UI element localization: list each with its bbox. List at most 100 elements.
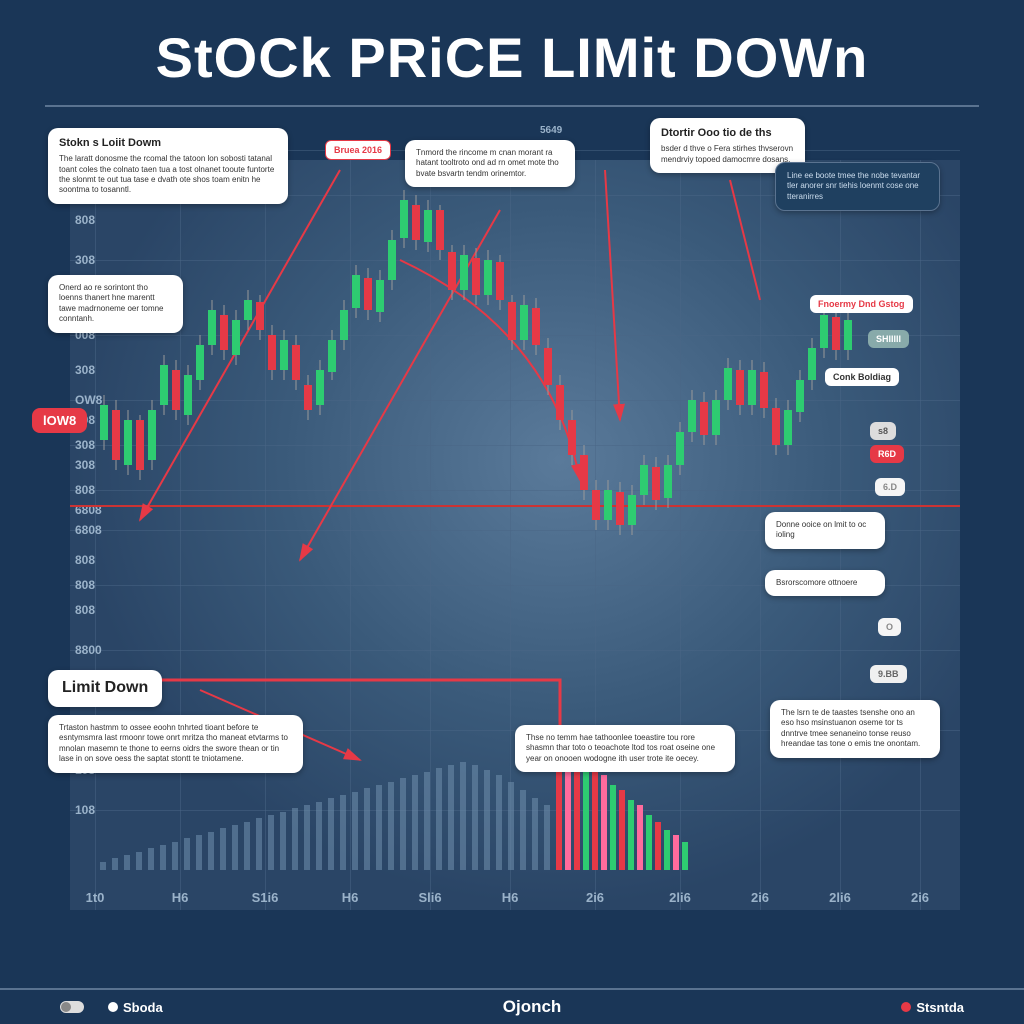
footer-stsntda[interactable]: Stsntda bbox=[901, 1000, 964, 1015]
volume-bar bbox=[256, 818, 262, 870]
ylabel: 308 bbox=[75, 363, 95, 377]
badge-sh1: SHIIIII bbox=[868, 330, 909, 348]
volume-bar bbox=[628, 800, 634, 870]
ylabel: 308 bbox=[75, 438, 95, 452]
volume-bar bbox=[244, 822, 250, 870]
ylabel: 808 bbox=[75, 603, 95, 617]
volume-bar bbox=[601, 775, 607, 870]
badge-sig: Fnoermy Dnd Gstog bbox=[810, 295, 913, 313]
badge-low8: lOW8 bbox=[32, 408, 87, 433]
ylabel: OW8 bbox=[75, 393, 102, 407]
volume-bar bbox=[220, 828, 226, 870]
xlabel: 1t0 bbox=[86, 890, 105, 905]
page-title: StOCk PRiCE LIMit DOWn bbox=[0, 0, 1024, 105]
badge-cork: Conk Boldiag bbox=[825, 368, 899, 386]
xlabel: 2i6 bbox=[751, 890, 769, 905]
badge-g4: O bbox=[878, 618, 901, 636]
volume-bar bbox=[520, 790, 526, 870]
callout-c10: Trtaston hastmm to ossee eoohn tnhrted t… bbox=[48, 715, 303, 773]
volume-bar bbox=[484, 770, 490, 870]
volume-bar bbox=[646, 815, 652, 870]
volume-bar bbox=[184, 838, 190, 870]
volume-bar bbox=[172, 842, 178, 870]
volume-bar bbox=[673, 835, 679, 870]
baseline bbox=[70, 505, 960, 507]
limit-down-label: Limit Down bbox=[48, 670, 162, 707]
footer-dot-1 bbox=[108, 1002, 118, 1012]
xlabel: 2li6 bbox=[829, 890, 851, 905]
volume-bar bbox=[532, 798, 538, 870]
badge-g1: s8 bbox=[870, 422, 896, 440]
ylabel: 808 bbox=[75, 553, 95, 567]
callout-c9: Thse no temm hae tathoonlee toeastire to… bbox=[515, 725, 735, 772]
volume-bar bbox=[472, 765, 478, 870]
volume-bar bbox=[436, 768, 442, 870]
callout-c1: Stokn s Loiit DowmThe laratt donosme the… bbox=[48, 128, 288, 204]
volume-bar bbox=[148, 848, 154, 870]
volume-bar bbox=[448, 765, 454, 870]
badge-g3: 6.D bbox=[875, 478, 905, 496]
volume-bar bbox=[496, 775, 502, 870]
volume-bar bbox=[352, 792, 358, 870]
xlabel: 2li6 bbox=[669, 890, 691, 905]
volume-bar bbox=[340, 795, 346, 870]
callout-c7: Bsrorscomore ottnoere bbox=[765, 570, 885, 596]
volume-bar bbox=[160, 845, 166, 870]
volume-bar bbox=[280, 812, 286, 870]
volume-bar bbox=[136, 852, 142, 870]
volume-bar bbox=[196, 835, 202, 870]
ylabel: 308 bbox=[75, 458, 95, 472]
footer-dot-2 bbox=[901, 1002, 911, 1012]
badge-g5: 9.BB bbox=[870, 665, 907, 683]
volume-bar bbox=[544, 805, 550, 870]
volume-bar bbox=[316, 802, 322, 870]
callout-c8: The lsrn te de taastes tsenshe ono an es… bbox=[770, 700, 940, 758]
volume-bar bbox=[304, 805, 310, 870]
volume-bar bbox=[208, 832, 214, 870]
ylabel: 808 bbox=[75, 213, 95, 227]
volume-bar bbox=[637, 805, 643, 870]
xlabel: Sli6 bbox=[418, 890, 441, 905]
callout-c3: Tnmord the rincome m cnan morant ra hata… bbox=[405, 140, 575, 187]
volume-bar bbox=[400, 778, 406, 870]
badge-g2: R6D bbox=[870, 445, 904, 463]
volume-bar bbox=[655, 822, 661, 870]
ylabel: 8800 bbox=[75, 643, 102, 657]
xlabel: H6 bbox=[172, 890, 189, 905]
ylabel: 808 bbox=[75, 578, 95, 592]
volume-bar bbox=[328, 798, 334, 870]
volume-bar bbox=[424, 772, 430, 870]
volume-bar bbox=[232, 825, 238, 870]
volume-bar bbox=[388, 782, 394, 870]
footer-pill[interactable] bbox=[60, 1001, 84, 1013]
volume-bar bbox=[112, 858, 118, 870]
volume-bar bbox=[412, 775, 418, 870]
volume-bar bbox=[508, 782, 514, 870]
footer: Sboda Ojonch Stsntda bbox=[0, 988, 1024, 1024]
ylabel: 808 bbox=[75, 483, 95, 497]
volume-bar bbox=[364, 788, 370, 870]
volume-bar bbox=[682, 842, 688, 870]
title-rule bbox=[45, 105, 979, 107]
footer-center-label: Ojonch bbox=[503, 997, 562, 1017]
volume-bar bbox=[268, 815, 274, 870]
volume-bar bbox=[292, 808, 298, 870]
volume-bar bbox=[460, 762, 466, 870]
xlabel: 2i6 bbox=[586, 890, 604, 905]
volume-bar bbox=[124, 855, 130, 870]
volume-bar bbox=[610, 785, 616, 870]
callout-c2: Onerd ao re sorintont tho loenns thanert… bbox=[48, 275, 183, 333]
volume-bar bbox=[664, 830, 670, 870]
volume-bar bbox=[592, 770, 598, 870]
ylabel: 6808 bbox=[75, 523, 102, 537]
ylabel: 308 bbox=[75, 253, 95, 267]
ylabel: 108 bbox=[75, 803, 95, 817]
callout-c5: Line ee boote tmee the nobe tevantar tle… bbox=[775, 162, 940, 211]
xlabel: H6 bbox=[502, 890, 519, 905]
volume-bar bbox=[376, 785, 382, 870]
xlabel: S1i6 bbox=[252, 890, 279, 905]
volume-bar bbox=[619, 790, 625, 870]
badge-pr: Bruea 2016 bbox=[325, 140, 391, 160]
footer-sboda[interactable]: Sboda bbox=[108, 1000, 163, 1015]
xlabel: H6 bbox=[342, 890, 359, 905]
